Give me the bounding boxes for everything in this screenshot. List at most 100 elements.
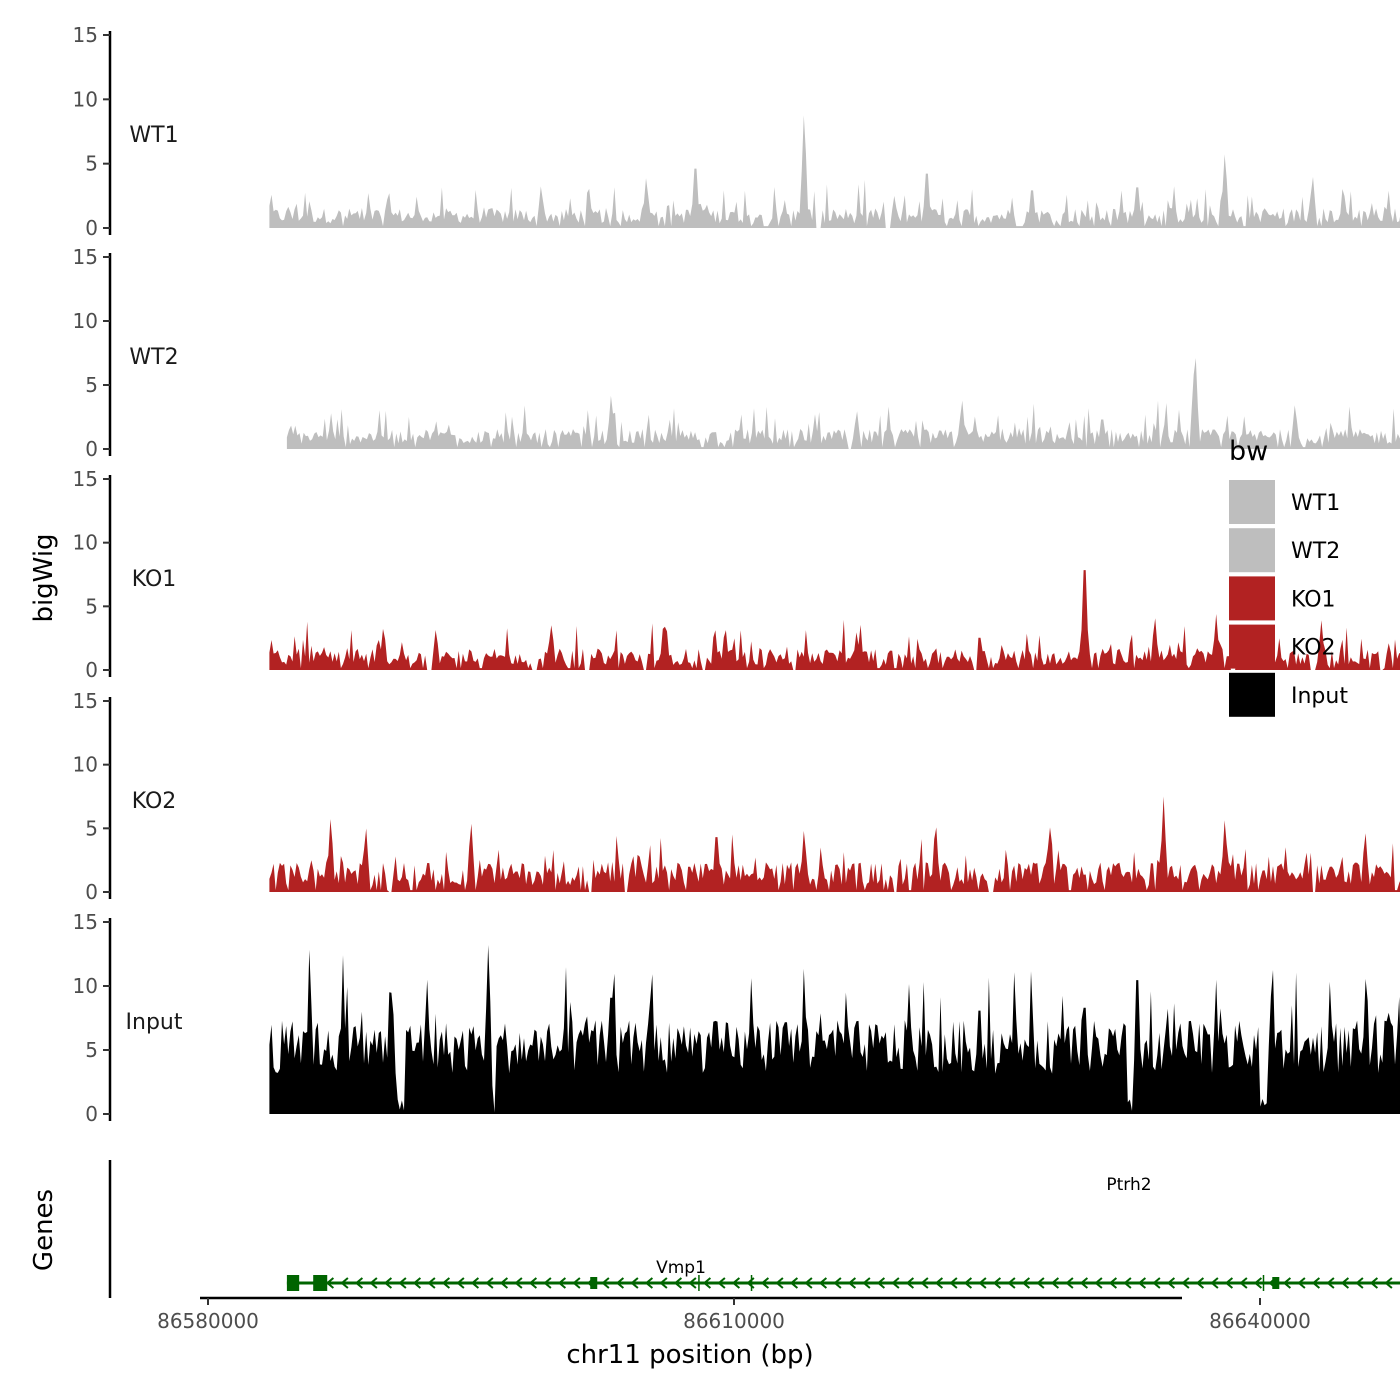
strand-chevron [760, 1277, 770, 1289]
signal-area-ko2 [269, 796, 1400, 892]
y-tick-label: 5 [85, 816, 98, 840]
y-tick-label: 5 [85, 373, 98, 397]
strand-chevron [354, 1277, 364, 1289]
exon-block [590, 1277, 598, 1289]
y-tick-label: 10 [73, 753, 98, 777]
strand-chevron [717, 1277, 726, 1289]
strand-chevron [659, 1277, 668, 1289]
legend-label-wt1: WT1 [1291, 491, 1340, 516]
strand-chevron [398, 1277, 407, 1289]
legend-swatch-ko1 [1229, 576, 1275, 621]
y-tick-label: 15 [73, 910, 98, 934]
signal-area-ko1 [269, 570, 1400, 670]
y-tick-label: 0 [85, 1102, 98, 1126]
strand-chevron [963, 1277, 973, 1289]
track-ko2: 0 5 10 15 KO2 [73, 689, 1400, 904]
y-tick-label: 0 [85, 880, 98, 904]
strand-chevron [992, 1277, 1002, 1289]
gene-label-vmp1: Vmp1 [656, 1258, 706, 1278]
strand-chevron [630, 1277, 639, 1289]
strand-chevron [557, 1277, 567, 1289]
strand-chevron [1152, 1277, 1161, 1289]
strand-chevron [1021, 1277, 1031, 1289]
strand-chevron [731, 1277, 741, 1289]
strand-chevron [702, 1277, 712, 1289]
strand-chevron [456, 1277, 465, 1289]
x-tick-label: 86640000 [1209, 1309, 1311, 1333]
gene-label-ptrh2: Ptrh2 [1106, 1175, 1151, 1195]
strand-chevron [1050, 1277, 1060, 1289]
strand-chevron [1065, 1277, 1074, 1289]
strand-chevron [1036, 1277, 1045, 1289]
track-label: KO1 [132, 567, 177, 592]
strand-chevron [1123, 1277, 1132, 1289]
strand-chevron [383, 1277, 393, 1289]
strand-chevron [1210, 1277, 1219, 1289]
y-tick-label: 5 [85, 152, 98, 176]
signal-area-wt2 [286, 358, 1400, 449]
strand-chevron [789, 1277, 799, 1289]
track-label: WT2 [129, 345, 178, 370]
strand-chevron [369, 1277, 378, 1289]
track-wt2: 0 5 10 15 WT2 [73, 245, 1400, 461]
strand-chevron [775, 1277, 784, 1289]
strand-chevron [949, 1277, 958, 1289]
track-label: KO2 [132, 789, 177, 814]
strand-chevron [427, 1277, 436, 1289]
strand-chevron [441, 1277, 451, 1289]
legend-swatch-input [1229, 672, 1275, 717]
legend-label-ko2: KO2 [1291, 636, 1336, 661]
legend: bw WT1 WT2 KO1 KO2 Input [1229, 436, 1348, 717]
strand-chevron [818, 1277, 828, 1289]
strand-chevron [340, 1277, 349, 1289]
strand-chevron [1079, 1277, 1089, 1289]
strand-chevron [688, 1277, 697, 1289]
y-tick-label: 5 [85, 1038, 98, 1062]
legend-swatch-ko2 [1229, 624, 1275, 669]
x-tick-label: 86610000 [683, 1309, 785, 1333]
y-tick-label: 10 [73, 87, 98, 111]
strand-chevron [1297, 1277, 1306, 1289]
strand-chevron [1311, 1277, 1321, 1289]
track-input: 0 5 10 15 Input [73, 910, 1400, 1126]
strand-chevron [934, 1277, 944, 1289]
strand-chevron [1007, 1277, 1016, 1289]
legend-swatch-wt1 [1229, 480, 1275, 524]
strand-chevron [1253, 1277, 1263, 1289]
gene-annotation-track: Vmp1 Ptrh2 [108, 1160, 1400, 1298]
exon-block [313, 1275, 328, 1291]
strand-chevron [615, 1277, 625, 1289]
y-tick-label: 15 [73, 467, 98, 491]
strand-chevron [847, 1277, 857, 1289]
strand-chevron [905, 1277, 915, 1289]
y-tick-label: 10 [73, 309, 98, 333]
strand-chevron [543, 1277, 552, 1289]
signal-area-input [269, 945, 1400, 1114]
y-tick-label: 10 [73, 974, 98, 998]
exon-block [286, 1275, 300, 1291]
y-tick-label: 15 [73, 689, 98, 713]
strand-chevron [1108, 1277, 1118, 1289]
strand-chevron [1326, 1277, 1335, 1289]
y-tick-label: 0 [85, 216, 98, 240]
y-tick-label: 10 [73, 531, 98, 555]
strand-chevron [833, 1277, 842, 1289]
strand-chevron [876, 1277, 886, 1289]
track-ko1: 0 5 10 15 KO1 [73, 467, 1400, 682]
strand-chevron [1239, 1277, 1248, 1289]
gene-ptrh2: Ptrh2 [1106, 1175, 1151, 1195]
strand-chevron [514, 1277, 523, 1289]
strand-chevron [862, 1277, 871, 1289]
track-label: WT1 [129, 123, 178, 148]
legend-label-wt2: WT2 [1291, 539, 1340, 564]
y-axis-title-bigwig: bigWig [29, 533, 59, 622]
strand-chevron [470, 1277, 480, 1289]
strand-chevron [1282, 1277, 1292, 1289]
strand-chevron [601, 1277, 610, 1289]
signal-tracks: 0 5 10 15 WT1 0 5 10 15 WT2 0 5 10 15 KO1 0 5 10 15 KO2 0 5 10… [73, 23, 1400, 1126]
strand-chevron [1384, 1277, 1393, 1289]
strand-chevron [1355, 1277, 1364, 1289]
track-label: Input [126, 1010, 183, 1035]
strand-chevron [499, 1277, 509, 1289]
x-tick-label: 86580000 [157, 1309, 259, 1333]
